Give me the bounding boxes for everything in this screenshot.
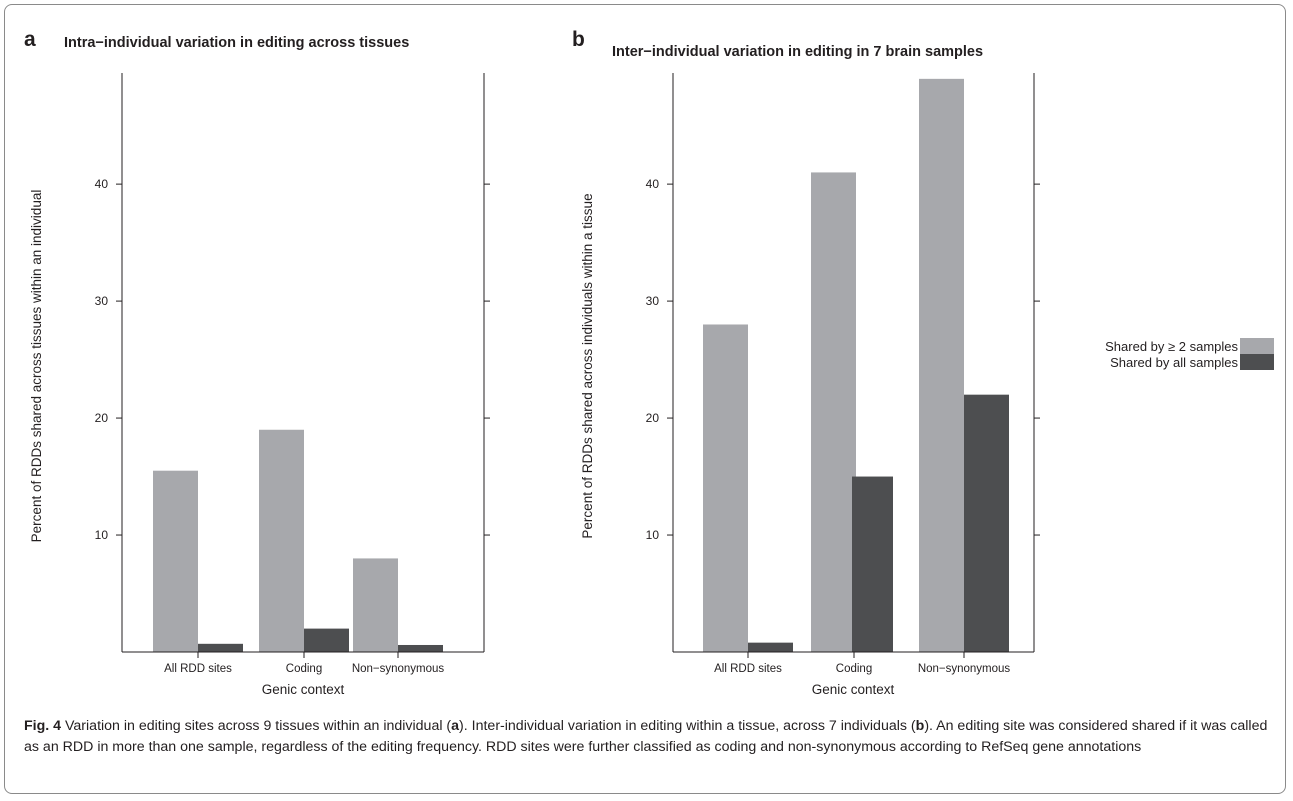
- caption-text-2: ). Inter-individual variation in editing…: [459, 718, 916, 734]
- bar-a-shared-ge2-1: [259, 429, 304, 652]
- x-tick-label-b-0: All RDD sites: [714, 663, 782, 675]
- caption-ref-b: b: [915, 718, 925, 734]
- panel-b-letter: b: [572, 28, 585, 51]
- y-tick-label-b-2: 30: [646, 294, 660, 308]
- y-tick-label-a-1: 20: [95, 411, 109, 425]
- panel-a-xlabel: Genic context: [262, 682, 345, 697]
- bar-b-shared-ge2-1: [811, 172, 856, 652]
- caption-text-1: Variation in editing sites across 9 tiss…: [61, 718, 452, 734]
- caption-text-3: ). An editing site was considered shared…: [24, 718, 1268, 755]
- panel-b-plot: All RDD sites Coding Non−synonymous 10 20 30 4…: [646, 73, 1040, 675]
- figure-caption: Fig. 4 Variation in editing sites across…: [24, 716, 1274, 758]
- legend-swatch-shared-ge2: [1240, 338, 1274, 354]
- bar-a-shared-ge2-0: [153, 470, 198, 652]
- bar-a-shared-ge2-2: [353, 558, 398, 652]
- panel-a-title: Intra−individual variation in editing ac…: [64, 35, 409, 51]
- y-tick-label-a-0: 10: [95, 528, 109, 542]
- legend-swatch-shared-all: [1240, 354, 1274, 370]
- bar-b-shared-all-1: [852, 476, 893, 652]
- x-tick-label-b-1: Coding: [836, 663, 872, 675]
- x-tick-label-b-2: Non−synonymous: [918, 663, 1011, 675]
- y-tick-label-b-3: 40: [646, 177, 660, 191]
- x-tick-label-a-1: Coding: [286, 663, 322, 675]
- figure-frame: [4, 4, 1286, 794]
- y-tick-label-a-2: 30: [95, 294, 109, 308]
- y-tick-label-a-3: 40: [95, 177, 109, 191]
- bar-b-shared-all-2: [964, 394, 1009, 652]
- caption-fig-label: Fig. 4: [24, 718, 62, 734]
- legend-label-shared-all: Shared by all samples: [1110, 355, 1238, 370]
- panel-a-ylabel: Percent of RDDs shared across tissues wi…: [29, 190, 44, 543]
- bar-a-shared-all-1: [304, 628, 349, 652]
- y-tick-label-b-0: 10: [646, 528, 660, 542]
- bar-b-shared-all-0: [748, 642, 793, 652]
- panel-b-title: Inter−individual variation in editing in…: [612, 44, 983, 60]
- x-tick-label-a-2: Non−synonymous: [352, 663, 445, 675]
- legend-label-shared-ge2: Shared by ≥ 2 samples: [1105, 339, 1238, 354]
- panel-a: a Intra−individual variation in editing …: [24, 28, 490, 697]
- legend: Shared by ≥ 2 samples Shared by all samp…: [1105, 338, 1274, 370]
- panel-b: b Inter−individual variation in editing …: [572, 28, 1040, 697]
- x-tick-label-a-0: All RDD sites: [164, 663, 232, 675]
- bar-b-shared-ge2-2: [919, 78, 964, 652]
- bar-a-shared-all-2: [398, 644, 443, 652]
- panel-a-plot: All RDD sites Coding Non−synonymous 10 20 30 4…: [95, 73, 490, 675]
- bar-b-shared-ge2-0: [703, 324, 748, 652]
- panel-b-xlabel: Genic context: [812, 682, 895, 697]
- y-tick-label-b-1: 20: [646, 411, 660, 425]
- caption-ref-a: a: [451, 718, 460, 734]
- bar-a-shared-all-0: [198, 643, 243, 652]
- panel-a-letter: a: [24, 28, 36, 51]
- panel-b-ylabel: Percent of RDDs shared across individual…: [580, 193, 595, 538]
